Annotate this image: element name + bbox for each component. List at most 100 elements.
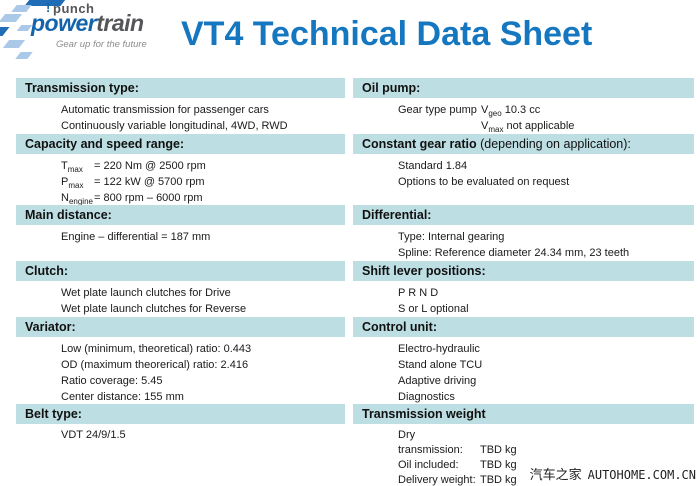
- symbol-subscript: max: [68, 181, 84, 191]
- spec-line: Engine – differential = 187 mm: [61, 231, 211, 243]
- spec-line: S or L optional: [398, 303, 469, 315]
- spec-line: Stand alone TCU: [398, 359, 483, 371]
- table-row: Transmission type: Automatic transmissio…: [16, 78, 694, 134]
- logo-tagline: Gear up for the future: [56, 39, 147, 50]
- spec-line: Oil included: TBD kg: [398, 458, 694, 473]
- spec-value: 10.3 cc: [504, 104, 541, 116]
- section-header: Constant gear ratio (depending on applic…: [353, 134, 694, 154]
- spec-label: Oil included:: [398, 459, 459, 471]
- symbol-base: T: [61, 160, 68, 172]
- section-clutch: Clutch: Wet plate launch clutches for Dr…: [16, 261, 345, 317]
- logo-train-text: train: [96, 10, 144, 36]
- spec-line: Options to be evaluated on request: [398, 176, 570, 188]
- symbol-subscript: max: [67, 165, 83, 175]
- section-content: P R N D S or L optional: [353, 281, 694, 317]
- logo-decor-shape: [16, 25, 33, 31]
- table-row: Clutch: Wet plate launch clutches for Dr…: [16, 261, 694, 317]
- section-transmission-weight: Transmission weight Dry transmission: TBD…: [353, 404, 694, 486]
- spec-line: P R N D: [398, 287, 439, 299]
- logo-decor-shape: [15, 52, 33, 59]
- table-row: Variator: Low (minimum, theoretical) rat…: [16, 317, 694, 404]
- table-row: Belt type: VDT 24/9/1.5 Transmission wei…: [16, 404, 694, 486]
- spec-line: Dry transmission: TBD kg: [398, 428, 694, 458]
- spec-line: Type: Internal gearing: [398, 231, 505, 243]
- section-variator: Variator: Low (minimum, theoretical) rat…: [16, 317, 345, 405]
- spec-line: Nengine= 800 rpm – 6000 rpm: [61, 190, 345, 206]
- logo-decor-shape: [0, 27, 10, 36]
- spec-line: OD (maximum theorerical) ratio: 2.416: [61, 359, 249, 371]
- section-header: Variator:: [16, 317, 345, 337]
- section-differential: Differential: Type: Internal gearing Spl…: [353, 205, 694, 261]
- section-content: Wet plate launch clutches for Drive Wet …: [16, 281, 345, 317]
- symbol-subscript: geo: [488, 109, 502, 119]
- logo-powertrain-text: powertrain: [31, 10, 144, 37]
- spec-label: Delivery weight:: [398, 474, 476, 486]
- section-header: Shift lever positions:: [353, 261, 694, 281]
- spec-line: Electro-hydraulic: [398, 343, 480, 355]
- section-content: Low (minimum, theoretical) ratio: 0.443 …: [16, 337, 345, 405]
- logo-decor-shape: [0, 14, 23, 22]
- section-content: Tmax = 220 Nm @ 2500 rpm Pmax = 122 kW @ 5…: [16, 154, 345, 206]
- section-content: Engine – differential = 187 mm: [16, 225, 345, 245]
- table-row: Main distance: Engine – differential = 1…: [16, 205, 694, 261]
- section-constant-gear-ratio: Constant gear ratio (depending on applic…: [353, 134, 694, 206]
- logo-decor-shape: [11, 5, 32, 12]
- table-row: Capacity and speed range: Tmax = 220 Nm @…: [16, 134, 694, 206]
- spec-line: Gear type pump Vgeo 10.3 cc: [398, 102, 694, 118]
- spec-value: = 220 Nm @ 2500 rpm: [94, 160, 206, 172]
- section-main-distance: Main distance: Engine – differential = 1…: [16, 205, 345, 261]
- spec-line: Delivery weight: TBD kg: [398, 473, 694, 486]
- spec-line: Wet plate launch clutches for Reverse: [61, 303, 247, 315]
- section-header: Differential:: [353, 205, 694, 225]
- section-content: Automatic transmission for passenger car…: [16, 98, 345, 134]
- page-title: VT4 Technical Data Sheet: [181, 15, 593, 53]
- section-content: Standard 1.84 Options to be evaluated on…: [353, 154, 694, 190]
- spec-line: Adaptive driving: [398, 375, 477, 387]
- section-header: Oil pump:: [353, 78, 694, 98]
- spec-label: Dry transmission:: [398, 429, 463, 456]
- logo-decor-shape: [2, 40, 26, 48]
- spec-value: not applicable: [506, 120, 575, 132]
- section-control-unit: Control unit: Electro-hydraulic Stand al…: [353, 317, 694, 405]
- spec-value: TBD kg: [480, 444, 517, 456]
- punch-powertrain-logo: ! punch powertrain Gear up for the futur…: [0, 0, 180, 64]
- section-header: Transmission type:: [16, 78, 345, 98]
- spec-line: Ratio coverage: 5.45: [61, 375, 163, 387]
- section-header: Clutch:: [16, 261, 345, 281]
- spec-line: Center distance: 155 mm: [61, 391, 184, 403]
- watermark-chinese-text: 汽车之家: [529, 468, 582, 483]
- logo-exclamation-mark: !: [46, 0, 51, 15]
- spec-line: Diagnostics: [398, 391, 455, 403]
- symbol-base: N: [61, 192, 69, 204]
- spec-line: VDT 24/9/1.5: [61, 429, 126, 441]
- spec-line: Automatic transmission for passenger car…: [61, 104, 269, 116]
- section-belt-type: Belt type: VDT 24/9/1.5: [16, 404, 345, 486]
- symbol-label: Pmax: [61, 174, 94, 190]
- section-capacity-speed-range: Capacity and speed range: Tmax = 220 Nm @…: [16, 134, 345, 206]
- section-content: Type: Internal gearing Spline: Reference…: [353, 225, 694, 261]
- spec-value: = 800 rpm – 6000 rpm: [94, 192, 203, 204]
- section-shift-lever-positions: Shift lever positions: P R N D S or L op…: [353, 261, 694, 317]
- symbol-base: P: [61, 176, 69, 188]
- section-header: Capacity and speed range:: [16, 134, 345, 154]
- spec-table: Transmission type: Automatic transmissio…: [16, 78, 694, 486]
- section-header: Transmission weight: [353, 404, 694, 424]
- symbol-subscript: max: [488, 125, 504, 135]
- section-content: VDT 24/9/1.5: [16, 424, 345, 443]
- section-oil-pump: Oil pump: Gear type pump Vgeo 10.3 cc Vma…: [353, 78, 694, 134]
- section-header: Main distance:: [16, 205, 345, 225]
- spec-value: TBD kg: [480, 474, 517, 486]
- spec-value: = 122 kW @ 5700 rpm: [94, 176, 205, 188]
- section-header-note: (depending on application):: [476, 137, 631, 151]
- spec-line: Vmax not applicable: [481, 118, 694, 134]
- section-header-bold: Constant gear ratio: [362, 137, 477, 151]
- section-content: Dry transmission: TBD kg Oil included: TBD…: [353, 424, 694, 486]
- section-header: Belt type:: [16, 404, 345, 424]
- logo-power-text: power: [31, 10, 97, 36]
- symbol-label: Nengine: [61, 190, 94, 206]
- spec-line: Wet plate launch clutches for Drive: [61, 287, 231, 299]
- spec-line: Low (minimum, theoretical) ratio: 0.443: [61, 343, 252, 355]
- symbol-label: Tmax: [61, 158, 94, 174]
- spec-line: Standard 1.84: [398, 160, 468, 172]
